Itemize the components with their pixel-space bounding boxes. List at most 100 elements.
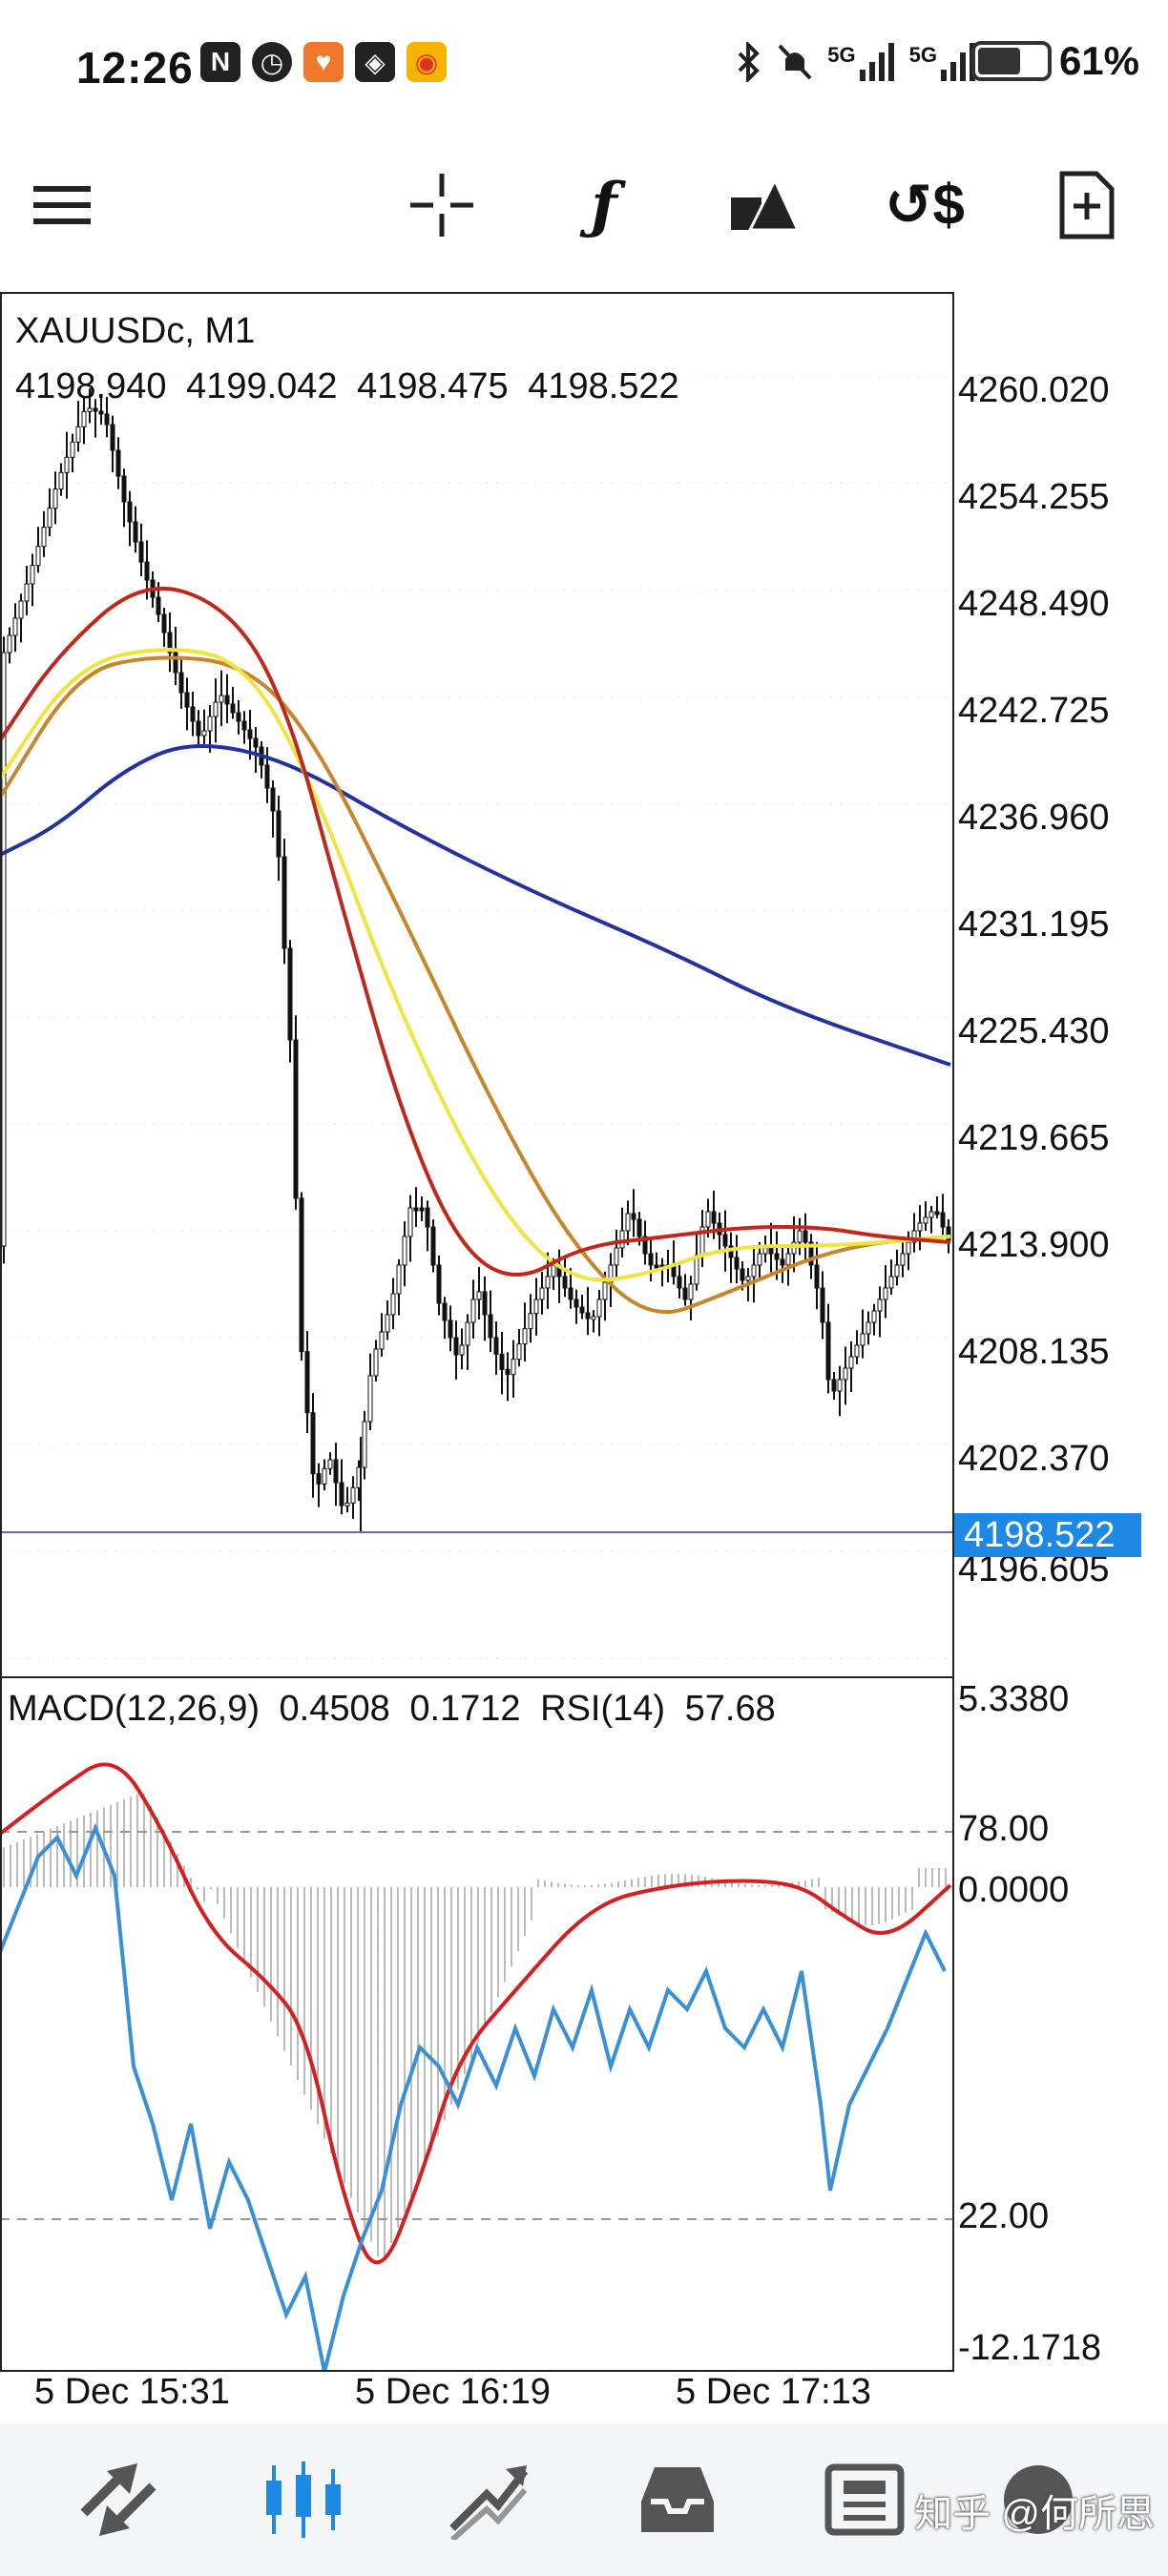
- candle-body: [276, 810, 282, 858]
- chart-icon[interactable]: [256, 2452, 351, 2547]
- candle-body: [522, 1328, 528, 1345]
- price-tick: 4260.020: [958, 370, 1110, 410]
- candle-body: [327, 1459, 333, 1469]
- candle-body: [482, 1291, 488, 1316]
- candle-body: [178, 672, 184, 694]
- candle-body: [64, 456, 70, 473]
- candle-body: [282, 856, 287, 949]
- candle-body: [12, 617, 18, 636]
- ma-yellow-line: [0, 648, 951, 1282]
- price-tick: 4225.430: [958, 1011, 1110, 1051]
- candle-body: [413, 1207, 419, 1212]
- new-order-icon[interactable]: [1044, 162, 1130, 248]
- settings-icon[interactable]: [991, 2452, 1086, 2547]
- candle-body: [596, 1298, 602, 1318]
- candle-body: [144, 561, 150, 581]
- candle-body: [602, 1281, 608, 1300]
- crosshair-icon[interactable]: [399, 162, 485, 248]
- candle-body: [24, 583, 30, 602]
- candle-body: [591, 1316, 596, 1320]
- candle-body: [133, 521, 138, 543]
- candle-body: [911, 1230, 917, 1243]
- ohlc-values: 4198.940 4199.042 4198.475 4198.522: [15, 366, 689, 407]
- candle-body: [568, 1287, 574, 1300]
- candle-body: [682, 1287, 688, 1300]
- alarm-icon: ◷: [252, 42, 292, 82]
- candle-body: [642, 1236, 648, 1255]
- candle-body: [419, 1207, 425, 1212]
- candle-body: [928, 1211, 934, 1218]
- signal-icon: 5G: [827, 43, 895, 81]
- candle-body: [110, 424, 115, 451]
- candle-body: [173, 652, 178, 674]
- candle-body: [528, 1313, 533, 1330]
- candle-body: [894, 1264, 900, 1278]
- battery-fill: [977, 48, 1020, 74]
- candle-body: [219, 695, 224, 703]
- objects-icon[interactable]: [721, 162, 807, 248]
- candle-body: [636, 1218, 642, 1237]
- candle-body: [52, 488, 58, 509]
- ma-orange-line: [0, 655, 951, 1315]
- quotes-icon[interactable]: [71, 2452, 166, 2547]
- app-icon: ◈: [355, 42, 395, 82]
- candle-body: [35, 546, 41, 567]
- candle-body: [367, 1375, 373, 1423]
- macd-histogram: [3, 1793, 947, 2259]
- history-icon[interactable]: [630, 2452, 725, 2547]
- candle-body: [339, 1482, 344, 1506]
- battery-percent: 61%: [1058, 38, 1139, 83]
- news-icon[interactable]: [817, 2452, 912, 2547]
- bottom-navigation: [0, 2423, 1168, 2576]
- candle-body: [860, 1333, 866, 1346]
- network-label: 5G: [908, 43, 937, 67]
- indicator-tick: 22.00: [958, 2196, 1050, 2236]
- price-tick: 4208.135: [958, 1332, 1110, 1372]
- candle-body: [442, 1302, 448, 1321]
- close-value: 4198.522: [528, 366, 679, 406]
- candle-body: [631, 1213, 636, 1220]
- candle-body: [740, 1268, 745, 1281]
- candle-body: [551, 1264, 556, 1278]
- signal-icon: 5G: [909, 43, 977, 81]
- candle-body: [7, 634, 12, 654]
- indicators-icon[interactable]: ƒ: [591, 169, 617, 241]
- candle-body: [906, 1241, 911, 1255]
- system-icons: 5G 5G: [734, 42, 977, 82]
- time-tick: 5 Dec 16:19: [355, 2372, 551, 2412]
- trade-icon[interactable]: ↺$: [885, 173, 965, 237]
- candle-body: [614, 1247, 619, 1266]
- candle-body: [98, 410, 104, 415]
- candle-body: [241, 720, 247, 731]
- candle-body: [247, 729, 253, 739]
- candle-body: [362, 1421, 367, 1468]
- candle-body: [373, 1348, 379, 1377]
- candle-body: [230, 703, 236, 714]
- price-tick: 4254.255: [958, 477, 1110, 517]
- candle-body: [299, 1197, 304, 1353]
- candle-body: [940, 1212, 946, 1228]
- candle-body: [390, 1293, 396, 1316]
- candle-body: [270, 787, 276, 812]
- bluetooth-icon: [738, 42, 761, 82]
- menu-icon[interactable]: [19, 162, 105, 248]
- candle-body: [47, 508, 52, 529]
- ma-red-line: [0, 586, 951, 1277]
- candle-body: [888, 1276, 894, 1289]
- candle-body: [585, 1312, 591, 1319]
- candle-body: [344, 1502, 350, 1506]
- candle-body: [161, 613, 167, 634]
- candle-body: [516, 1343, 522, 1361]
- candle-body: [934, 1211, 940, 1215]
- candle-body: [75, 426, 81, 443]
- candle-body: [156, 596, 161, 615]
- candle-body: [476, 1291, 482, 1300]
- indicator-tick: -12.1718: [958, 2328, 1102, 2368]
- candle-body: [574, 1298, 579, 1308]
- price-chart[interactable]: [0, 292, 954, 2372]
- candle-body: [253, 737, 259, 748]
- trade-icon[interactable]: [441, 2452, 536, 2547]
- candle-body: [843, 1367, 848, 1381]
- candle-body: [1, 652, 7, 1247]
- candle-body: [58, 471, 64, 490]
